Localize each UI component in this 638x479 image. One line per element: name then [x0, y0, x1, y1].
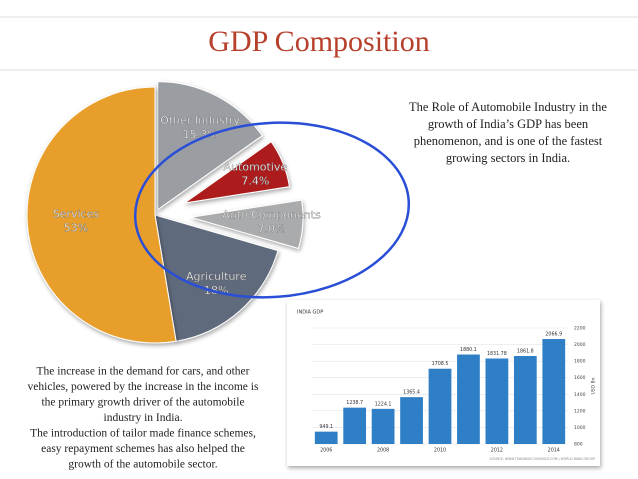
bar — [485, 358, 509, 444]
pie-slice — [154, 214, 279, 342]
slice-value-label: 15.3% — [183, 128, 218, 141]
source-note: SOURCE: WWW.TRADINGECONOMICS.COM | WORLD… — [490, 457, 595, 461]
slice-label: Services — [53, 208, 100, 221]
y-tick-label: 800 — [574, 442, 583, 448]
bar-value-label: 1238.7 — [346, 400, 363, 406]
paragraph-line: vehicles, powered by the increase in the… — [28, 381, 259, 393]
paragraph-line: industry in India. — [104, 412, 183, 424]
bar — [400, 397, 423, 444]
slice-label: Auto Components — [222, 208, 321, 221]
bar-value-label: 1708.5 — [432, 361, 449, 367]
y-tick-label: 2000 — [574, 342, 586, 348]
paragraph-line: The increase in the demand for cars, and… — [37, 366, 250, 378]
highlight-ellipse — [133, 121, 411, 299]
slice-label: Other Industry — [160, 114, 240, 127]
paragraph-line: The Role of Automobile Industry in the — [409, 100, 607, 114]
x-tick-label: 2008 — [377, 448, 389, 454]
bar-value-label: 1365.4 — [403, 390, 420, 396]
paragraph-line: The introduction of tailor made finance … — [30, 428, 256, 440]
bar — [371, 408, 395, 444]
bar-value-label: 1224.1 — [375, 401, 392, 407]
y-tick-label: 1000 — [574, 425, 586, 431]
bar-chart: INDIA GDP 800 1000 1200 1400 1600 1800 2000 2200… — [297, 310, 597, 462]
pie-slice — [157, 81, 263, 211]
paragraph-line: the primary growth driver of the automob… — [41, 397, 244, 409]
bar-chart-title: INDIA GDP — [297, 310, 323, 316]
bar-value-label: 2066.9 — [545, 332, 562, 338]
bar-value-label: 949.1 — [319, 424, 333, 430]
paragraph-line: growth of the automobile sector. — [68, 459, 217, 471]
x-tick-label: 2014 — [548, 448, 560, 454]
slice-value-label: 7.0% — [257, 222, 285, 235]
right-text: The Role of Automobile Industry in the gr… — [409, 100, 607, 165]
y-tick-label: 2200 — [574, 326, 586, 332]
x-tick-label: 2006 — [320, 448, 332, 454]
bar — [428, 368, 452, 444]
slide-title: GDP Composition — [208, 25, 429, 58]
y-tick-label: 1400 — [574, 392, 586, 398]
y-tick-label: 1800 — [574, 359, 586, 365]
paragraph-line: easy repayment schemes has also helped t… — [41, 443, 245, 455]
y-tick-label: 1600 — [574, 375, 586, 381]
bar-value-label: 1861.8 — [517, 349, 534, 355]
bar-value-label: 1831.78 — [487, 351, 507, 357]
x-tick-label: 2012 — [491, 448, 503, 454]
pie-slice — [26, 86, 177, 344]
bar — [457, 354, 480, 444]
paragraph-line: phenomenon, and is one of the fastest — [414, 134, 603, 148]
bar — [542, 339, 566, 444]
y-axis-label: USD Bn — [591, 377, 597, 394]
slice-label: Automotive — [224, 160, 288, 173]
slice-value-label: 53% — [64, 222, 88, 235]
bar-value-label: 1880.1 — [460, 347, 477, 353]
paragraph-line: growing sectors in India. — [446, 151, 570, 165]
slice-value-label: 7.4% — [241, 174, 269, 187]
slice-label: Agriculture — [186, 270, 247, 283]
bottom-text: The increase in the demand for cars, and… — [28, 366, 259, 471]
x-tick-label: 2010 — [434, 448, 446, 454]
bar — [513, 356, 537, 444]
paragraph-line: growth of India’s GDP has been — [428, 117, 589, 131]
pie-slice — [190, 199, 304, 250]
bar — [314, 431, 338, 444]
bar — [343, 407, 367, 444]
pie-slice — [184, 141, 290, 204]
y-tick-label: 1200 — [574, 408, 586, 414]
